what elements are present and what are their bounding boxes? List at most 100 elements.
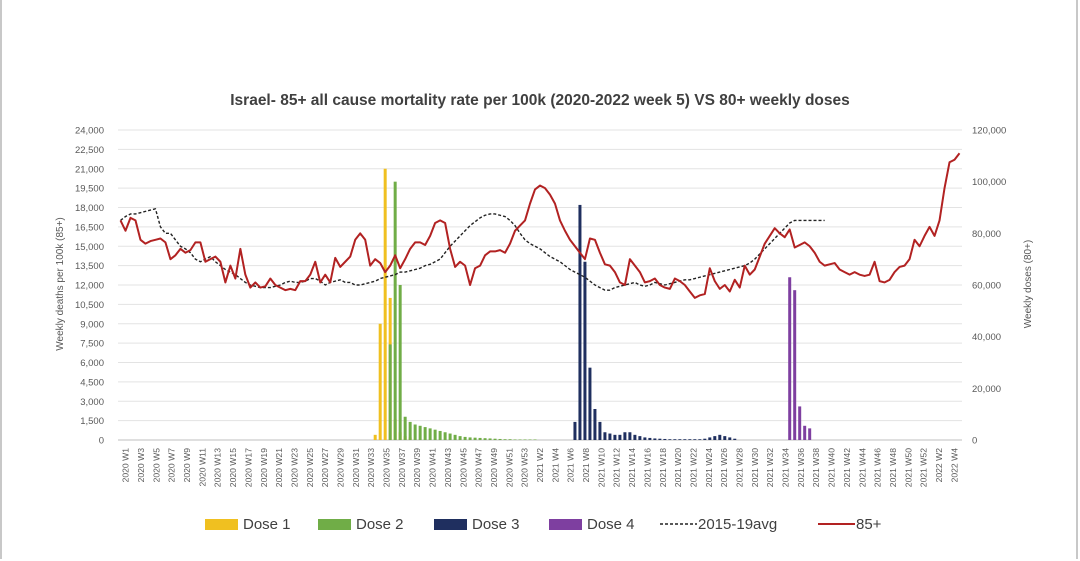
bar-dose-3 <box>713 436 717 440</box>
bar-dose-3 <box>628 432 632 440</box>
x-tick-label: 2021 W2 <box>535 448 545 483</box>
bar-dose-2 <box>423 427 427 440</box>
bar-dose-2 <box>448 433 452 440</box>
bar-dose-2 <box>433 429 437 440</box>
x-tick-label: 2020 W11 <box>197 448 207 487</box>
legend-label: Dose 4 <box>587 516 635 533</box>
bar-dose-2 <box>428 428 432 440</box>
x-tick-label: 2021 W30 <box>750 448 760 487</box>
bar-dose-1 <box>378 323 382 440</box>
bar-dose-3 <box>718 434 722 440</box>
bar-dose-2 <box>418 425 422 440</box>
bar-dose-3 <box>638 436 642 440</box>
y-tick-label: 16,500 <box>75 222 104 233</box>
x-tick-label: 2021 W38 <box>811 448 821 487</box>
bar-dose-2 <box>443 432 447 440</box>
bar-dose-3 <box>573 421 577 440</box>
x-tick-label: 2022 W4 <box>949 448 959 483</box>
y2-tick-label: 0 <box>972 436 977 447</box>
bar-dose-4 <box>808 428 812 440</box>
x-tick-label: 2020 W49 <box>489 448 499 487</box>
legend-swatch <box>549 519 582 530</box>
bar-dose-3 <box>593 409 597 440</box>
bar-dose-2 <box>518 439 522 440</box>
x-tick-label: 2021 W44 <box>857 448 867 487</box>
bar-dose-3 <box>578 204 582 440</box>
x-tick-label: 2021 W4 <box>550 448 560 483</box>
bar-dose-2 <box>528 439 532 440</box>
y2-tick-label: 20,000 <box>972 384 1001 395</box>
series-line-85- <box>119 152 961 299</box>
x-tick-label: 2021 W52 <box>919 448 929 487</box>
bar-dose-3 <box>608 433 612 440</box>
bar-dose-2 <box>463 436 467 440</box>
x-tick-label: 2021 W46 <box>873 448 883 487</box>
bar-dose-3 <box>678 439 682 440</box>
bar-dose-4 <box>788 277 792 440</box>
bar-dose-2 <box>488 438 492 440</box>
legend-label: 85+ <box>856 516 882 533</box>
bar-dose-3 <box>588 367 592 440</box>
x-tick-label: 2020 W35 <box>382 448 392 487</box>
bar-dose-3 <box>688 439 692 440</box>
x-tick-label: 2021 W8 <box>581 448 591 483</box>
x-tick-label: 2020 W13 <box>213 448 223 487</box>
bar-dose-2 <box>533 439 537 440</box>
bar-dose-3 <box>623 432 627 440</box>
y2-tick-label: 60,000 <box>972 281 1001 292</box>
y2-tick-label: 80,000 <box>972 229 1001 240</box>
bar-dose-3 <box>658 438 662 440</box>
series-line-2015-19avg <box>120 208 825 291</box>
bar-dose-2 <box>438 430 442 440</box>
x-tick-label: 2020 W45 <box>458 448 468 487</box>
y-tick-label: 4,500 <box>80 377 104 388</box>
x-tick-label: 2022 W2 <box>934 448 944 483</box>
bar-dose-2 <box>483 438 487 440</box>
x-tick-label: 2021 W34 <box>781 448 791 487</box>
x-tick-label: 2020 W39 <box>412 448 422 487</box>
x-tick-label: 2021 W22 <box>688 448 698 487</box>
bar-dose-4 <box>803 425 807 440</box>
x-tick-label: 2020 W5 <box>151 448 161 483</box>
x-tick-label: 2020 W51 <box>504 448 514 487</box>
bar-dose-2 <box>468 437 472 440</box>
bar-dose-2 <box>393 181 397 440</box>
bar-dose-3 <box>703 438 707 440</box>
y-tick-label: 10,500 <box>75 300 104 311</box>
legend: Dose 1 Dose 2 Dose 3 Dose 4 2015-19avg 85+ <box>205 516 882 533</box>
x-tick-label: 2020 W1 <box>121 448 131 483</box>
x-tick-label: 2021 W28 <box>734 448 744 487</box>
x-tick-label: 2020 W15 <box>228 448 238 487</box>
bar-dose-2 <box>413 424 417 440</box>
bar-dose-3 <box>698 439 702 440</box>
bar-dose-1 <box>383 168 387 440</box>
bar-dose-2 <box>388 344 392 440</box>
y-tick-label: 3,000 <box>80 397 104 408</box>
x-tick-label: 2021 W50 <box>903 448 913 487</box>
mortality-lines <box>119 152 961 299</box>
y-tick-label: 18,000 <box>75 203 104 214</box>
bar-dose-1 <box>373 434 377 440</box>
legend-label: 2015-19avg <box>698 516 777 533</box>
bar-dose-2 <box>473 437 477 440</box>
legend-swatch <box>205 519 238 530</box>
bar-dose-3 <box>598 421 602 440</box>
bar-dose-3 <box>583 261 587 440</box>
bar-dose-2 <box>493 438 497 440</box>
y-tick-label: 22,500 <box>75 145 104 156</box>
y-tick-label: 6,000 <box>80 358 104 369</box>
right-axis-label: Weekly doses (80+) <box>1023 240 1034 328</box>
bar-dose-2 <box>498 438 502 440</box>
x-tick-label: 2021 W24 <box>704 448 714 487</box>
x-tick-label: 2021 W18 <box>658 448 668 487</box>
bar-dose-2 <box>403 416 407 440</box>
y2-tick-label: 120,000 <box>972 126 1006 137</box>
bar-dose-3 <box>723 436 727 440</box>
bar-dose-3 <box>643 437 647 440</box>
x-tick-label: 2020 W29 <box>336 448 346 487</box>
bar-dose-3 <box>618 434 622 440</box>
bar-dose-4 <box>793 290 797 440</box>
x-tick-label: 2021 W20 <box>673 448 683 487</box>
legend-swatch <box>434 519 467 530</box>
